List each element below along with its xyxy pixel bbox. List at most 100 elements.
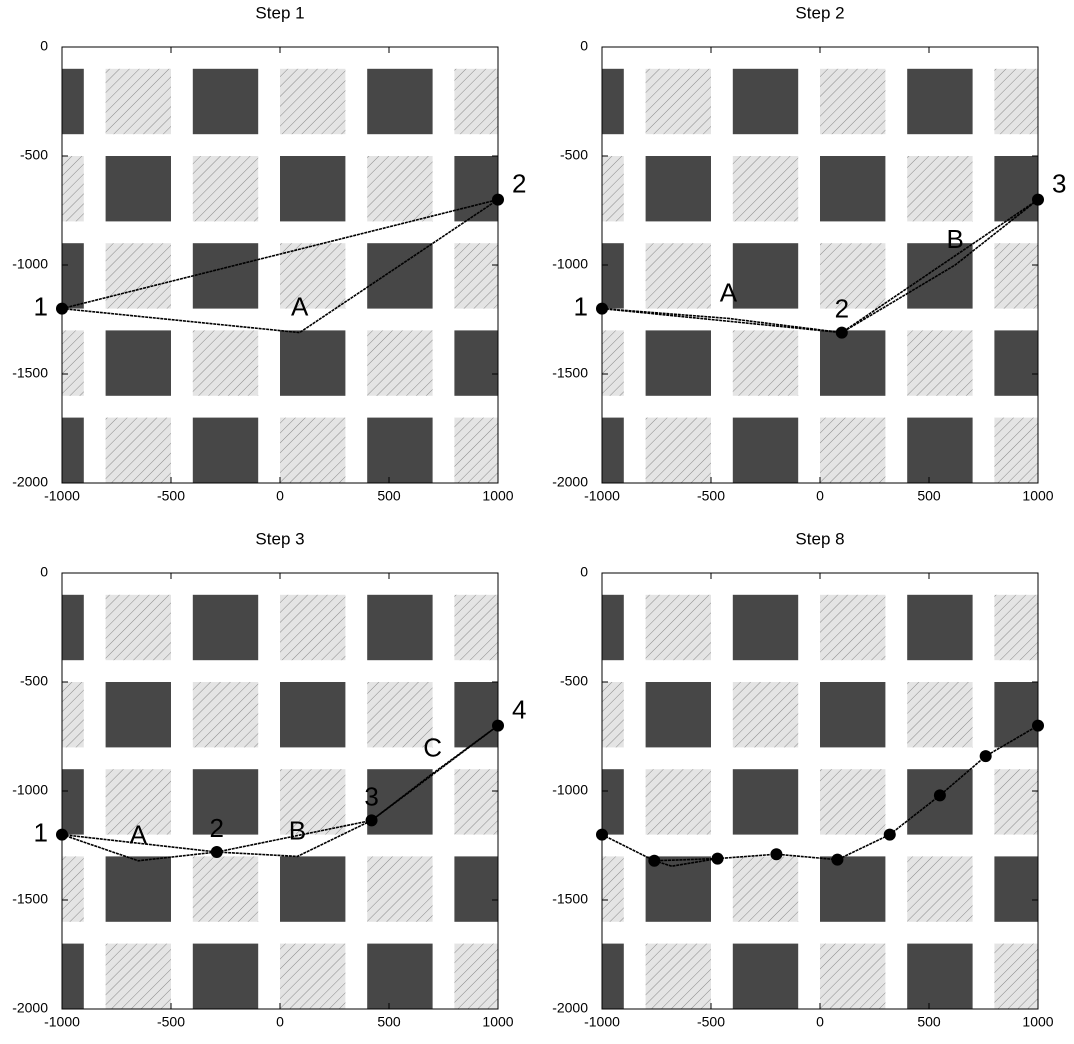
hatched-tile [994,769,1038,835]
hatched-tile [367,856,433,922]
hatched-tile [280,68,346,135]
dark-tile [907,68,973,135]
dark-tile [602,769,624,835]
point-label: A [291,291,309,321]
y-tick-label: -2000 [552,1000,588,1016]
dark-tile [62,68,84,135]
y-tick-label: -2000 [552,474,588,490]
hatched-tile [732,330,799,396]
dark-tile [994,156,1038,222]
point-label: C [423,732,442,762]
waypoint [770,848,783,861]
dark-tile [602,68,624,135]
hatched-tile [542,330,607,395]
hatched-tile [367,330,433,396]
dark-tile [542,769,607,834]
y-tick-label: -1000 [12,782,48,798]
x-tick-label: 500 [917,488,941,504]
point-label: A [130,820,148,850]
waypoint [365,814,378,827]
dark-tile [907,769,973,835]
dark-tile [62,594,84,661]
hatched-tile [994,594,1038,661]
hatched-tile [62,156,84,222]
x-tick-label: 500 [377,488,401,504]
dark-tile [602,594,624,661]
waypoint [1032,193,1044,206]
x-tick-label: 0 [276,1014,284,1030]
point-label: 2 [210,813,224,843]
hatched-tile [454,417,498,483]
hatched-tile [645,594,711,661]
x-tick-label: -1000 [44,488,80,504]
dark-tile [367,68,433,135]
hatched-tile [907,156,973,222]
chart-title: Step 2 [795,3,844,22]
hatched-tile [192,682,259,748]
hatched-tile [454,769,498,835]
dark-tile [62,417,84,483]
chart-title: Step 3 [255,529,304,548]
tiles [62,594,607,1009]
hatched-tile [645,417,711,483]
waypoint [210,846,223,859]
dark-tile [280,682,346,748]
dark-tile [454,156,498,222]
hatched-tile [105,594,171,661]
panel: Step 3 -1000 -500 0 500 1000 0 -500 -1000 -1500 -2… [12,529,607,1030]
dark-tile [280,330,346,396]
tiles [62,68,607,483]
dark-tile [192,243,259,309]
dark-tile [192,769,259,835]
dark-tile [732,417,799,483]
point-label: B [289,815,306,845]
x-tick-label: -500 [697,1014,725,1030]
waypoint [56,302,68,315]
hatched-tile [192,856,259,922]
waypoint [648,854,661,867]
hatched-tile [105,943,171,1009]
waypoint [492,193,504,206]
hatched-tile [820,417,886,483]
x-tick-label: 0 [816,488,824,504]
hatched-tile [105,68,171,135]
x-tick-label: -1000 [584,488,620,504]
path-line [61,724,499,862]
point-label: 3 [1052,168,1066,198]
point-label: 2 [512,168,526,198]
hatched-tile [192,156,259,222]
dark-tile [280,156,346,222]
y-tick-label: -1000 [552,782,588,798]
dark-tile [602,417,624,483]
y-tick-label: -500 [560,147,588,163]
tiles [602,68,1038,483]
y-tick-label: 0 [40,38,48,54]
dark-tile [907,243,973,309]
dark-tile [732,943,799,1009]
dark-tile [192,943,259,1009]
chart-title: Step 1 [255,3,304,22]
dark-tile [367,943,433,1009]
hatched-tile [645,943,711,1009]
dark-tile [62,243,84,309]
dark-tile [367,769,433,835]
y-tick-label: 0 [580,38,588,54]
dark-tile [645,330,711,396]
hatched-tile [105,769,171,835]
hatched-tile [907,856,973,922]
x-tick-label: 0 [816,1014,824,1030]
dark-tile [732,243,799,309]
hatched-tile [820,943,886,1009]
hatched-tile [645,243,711,309]
hatched-tile [820,769,886,835]
dark-tile [192,68,259,135]
waypoint [596,302,608,315]
x-tick-label: -1000 [584,1014,620,1030]
hatched-tile [994,943,1038,1009]
hatched-tile [62,682,84,748]
hatched-tile [820,68,886,135]
point-label: B [946,224,963,254]
dark-tile [367,243,433,309]
hatched-tile [454,243,498,309]
